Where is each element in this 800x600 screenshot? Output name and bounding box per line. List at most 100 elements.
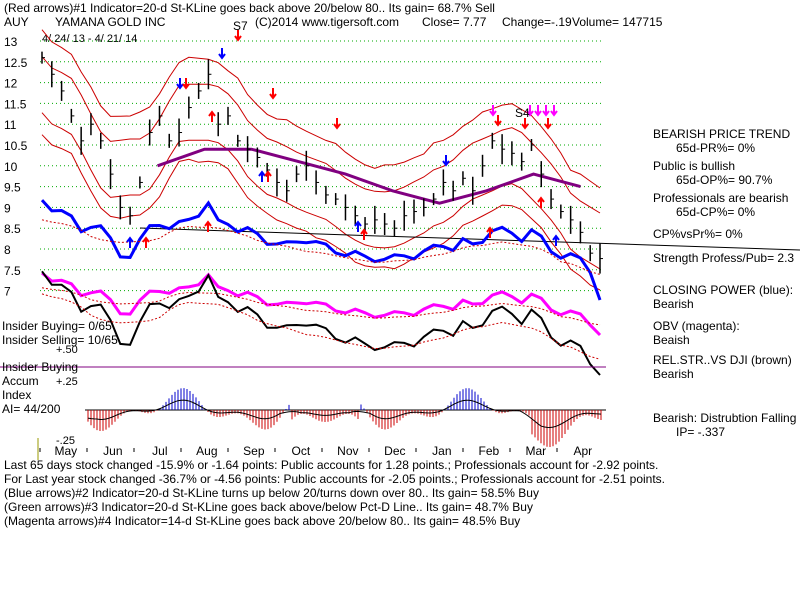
relstr-value: Bearish <box>653 367 694 381</box>
index-label: Index <box>2 388 31 402</box>
signal-arrow <box>218 48 226 60</box>
signal-arrow <box>208 110 216 122</box>
x-tick-label: Mar <box>526 444 547 458</box>
relstr-label: REL.STR..VS DJI (brown) <box>653 353 792 367</box>
cp-value: 65d-CP%= 0% <box>676 205 755 219</box>
strength-ratio: Strength Profess/Pub= 2.3 <box>653 251 794 265</box>
closing-power-label: CLOSING POWER (blue): <box>653 283 793 297</box>
date-range: 4/ 24/ 13 - 4/ 21/ 14 <box>42 33 137 45</box>
ip-value: IP= -.337 <box>676 425 725 439</box>
signal-arrow <box>360 228 368 240</box>
moving-average-line <box>157 147 581 205</box>
y-tick-label: 9 <box>4 201 11 215</box>
trend-title: BEARISH PRICE TREND <box>653 127 790 141</box>
pr-value: 65d-PR%= 0% <box>676 141 755 155</box>
y-tick-label: 11 <box>4 118 17 132</box>
signal-arrow <box>537 196 545 208</box>
obv-line <box>41 271 602 337</box>
signal-arrow <box>552 234 560 246</box>
inner-upper-band-line <box>41 56 601 214</box>
footer-line-3: (Blue arrows)#2 Indicator=20-d St-KLine … <box>4 486 539 500</box>
signal-arrow <box>526 105 534 117</box>
signal-arrow <box>264 170 272 182</box>
signal-arrow <box>182 78 190 90</box>
accumulation-ma <box>87 399 602 429</box>
x-axis: May Jun Jul Aug Sep Oct Nov Dec Jan Feb Mar Apr <box>39 444 593 458</box>
insider-buying-count: Insider Buying= 0/65 <box>2 319 112 333</box>
price-change: Change=-.19 <box>502 15 572 29</box>
x-tick-label: Aug <box>196 444 217 458</box>
y-tick-label: 12.5 <box>4 56 28 70</box>
obv-ma <box>41 287 601 326</box>
price-bars <box>41 51 603 274</box>
signal-arrows <box>126 30 560 248</box>
obv-value: Beaish <box>653 333 690 347</box>
y-tick-label: 10.5 <box>4 139 28 153</box>
signal-arrow <box>142 236 150 248</box>
signal-arrow <box>534 105 542 117</box>
y-tick-label: 11.5 <box>4 97 27 111</box>
signal-arrow <box>333 118 341 130</box>
x-tick-label: Nov <box>337 444 358 458</box>
signal-arrow <box>494 115 502 127</box>
signal-arrow <box>550 105 558 117</box>
footer-line-5: (Magenta arrows)#4 Indicator=14-d St-KLi… <box>4 514 520 528</box>
x-tick-label: Oct <box>292 444 311 458</box>
accum-minus-25: -.25 <box>56 435 75 447</box>
accum-plus-50: +.50 <box>56 344 78 356</box>
signal-arrow <box>521 118 529 130</box>
public-status: Public is bullish <box>653 159 735 173</box>
x-tick-label: Jan <box>432 444 451 458</box>
x-tick-label: Jul <box>152 444 167 458</box>
ticker: AUY <box>4 15 29 29</box>
insider-selling-count: Insider Selling= 10/65 <box>2 333 118 347</box>
volume: Volume= 147715 <box>572 15 663 29</box>
signal-arrow <box>442 155 450 167</box>
upper-band-line <box>41 29 601 189</box>
y-tick-label: 10 <box>4 160 18 174</box>
insider-buying-label: Insider Buying <box>2 360 78 374</box>
x-tick-label: Sep <box>243 444 265 458</box>
bearish-distribution: Bearish: Distrubtion Falling <box>653 411 796 425</box>
signal-arrow <box>489 105 497 117</box>
accum-label: Accum <box>2 374 39 388</box>
signal-label-s7: S7 <box>233 19 248 33</box>
accum-plus-25: +.25 <box>56 376 78 388</box>
y-tick-label: 12 <box>4 77 18 91</box>
close-price: Close= 7.77 <box>422 15 487 29</box>
y-tick-label: 8.5 <box>4 222 21 236</box>
y-tick-label: 13 <box>4 35 18 49</box>
y-tick-label: 7.5 <box>4 264 21 278</box>
ai-value: AI= 44/200 <box>2 402 61 416</box>
x-tick-label: Apr <box>574 444 593 458</box>
signal-arrow <box>542 105 550 117</box>
y-tick-label: 8 <box>4 243 11 257</box>
x-tick-label: May <box>55 444 78 458</box>
y-tick-label: 9.5 <box>4 181 21 195</box>
support-trendline <box>139 227 800 251</box>
footer-line-1: Last 65 days stock changed -15.9% or -1.… <box>4 458 658 472</box>
op-value: 65d-OP%= 90.7% <box>676 173 773 187</box>
signal-arrow <box>486 226 494 238</box>
copyright: (C)2014 www.tigersoft.com <box>255 15 399 29</box>
signal-arrow <box>258 170 266 182</box>
signal-label-s4: S4 <box>515 106 530 120</box>
obv-label: OBV (magenta): <box>653 319 740 333</box>
closing-power-ma <box>41 219 601 275</box>
footer-line-2: For Last year stock changed -36.7% or -4… <box>4 472 665 486</box>
relative-strength-line <box>41 270 601 376</box>
signal-arrow <box>269 88 277 100</box>
accumulation-bars <box>87 388 602 448</box>
professionals-status: Professionals are bearish <box>653 191 788 205</box>
signal-arrow <box>354 220 362 232</box>
company-name: YAMANA GOLD INC <box>55 15 166 29</box>
closing-power-line <box>40 199 602 301</box>
y-tick-label: 7 <box>4 285 11 299</box>
x-tick-label: Jun <box>103 444 122 458</box>
signal-arrow <box>176 78 184 90</box>
footer-line-4: (Green arrows)#3 Indicator=20-d St-KLine… <box>4 500 533 514</box>
cp-vs-pr: CP%vsPr%= 0% <box>653 227 743 241</box>
signal-arrow <box>126 236 134 248</box>
signal-arrow <box>234 30 242 42</box>
